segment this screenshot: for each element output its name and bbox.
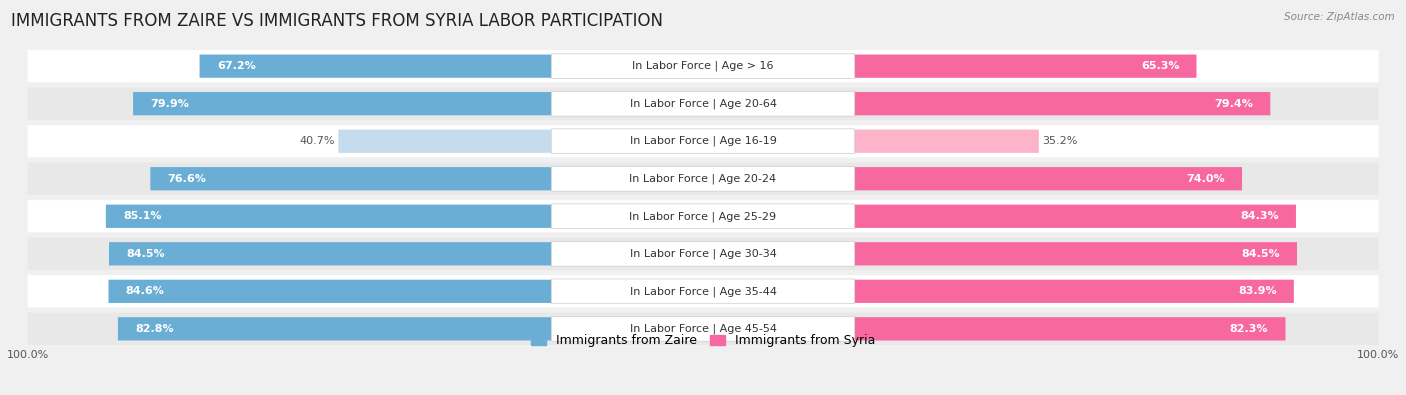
Text: In Labor Force | Age 45-54: In Labor Force | Age 45-54 [630,324,776,334]
FancyBboxPatch shape [28,50,1378,82]
Text: 84.3%: 84.3% [1240,211,1278,221]
FancyBboxPatch shape [150,167,551,190]
Text: 79.9%: 79.9% [150,99,190,109]
Text: 76.6%: 76.6% [167,174,207,184]
FancyBboxPatch shape [28,163,1378,195]
FancyBboxPatch shape [339,130,551,153]
Text: IMMIGRANTS FROM ZAIRE VS IMMIGRANTS FROM SYRIA LABOR PARTICIPATION: IMMIGRANTS FROM ZAIRE VS IMMIGRANTS FROM… [11,12,664,30]
FancyBboxPatch shape [855,317,1285,340]
Text: In Labor Force | Age 20-64: In Labor Force | Age 20-64 [630,98,776,109]
Text: 65.3%: 65.3% [1140,61,1180,71]
FancyBboxPatch shape [105,205,551,228]
FancyBboxPatch shape [551,166,855,191]
Text: In Labor Force | Age 30-34: In Labor Force | Age 30-34 [630,248,776,259]
Text: 40.7%: 40.7% [299,136,335,146]
FancyBboxPatch shape [28,313,1378,345]
FancyBboxPatch shape [28,238,1378,270]
Text: 79.4%: 79.4% [1215,99,1253,109]
Text: 84.5%: 84.5% [1241,249,1279,259]
Text: 67.2%: 67.2% [217,61,256,71]
Text: 82.8%: 82.8% [135,324,174,334]
Text: 74.0%: 74.0% [1187,174,1225,184]
FancyBboxPatch shape [551,316,855,341]
Text: In Labor Force | Age 35-44: In Labor Force | Age 35-44 [630,286,776,297]
FancyBboxPatch shape [551,91,855,116]
FancyBboxPatch shape [110,242,551,265]
FancyBboxPatch shape [200,55,551,78]
FancyBboxPatch shape [28,200,1378,232]
FancyBboxPatch shape [551,54,855,79]
Text: In Labor Force | Age 20-24: In Labor Force | Age 20-24 [630,173,776,184]
FancyBboxPatch shape [855,242,1296,265]
Text: 84.5%: 84.5% [127,249,165,259]
Text: 84.6%: 84.6% [125,286,165,296]
FancyBboxPatch shape [551,241,855,266]
FancyBboxPatch shape [28,125,1378,157]
FancyBboxPatch shape [855,130,1039,153]
FancyBboxPatch shape [551,204,855,229]
FancyBboxPatch shape [28,275,1378,307]
FancyBboxPatch shape [108,280,551,303]
Text: 85.1%: 85.1% [124,211,162,221]
Text: In Labor Force | Age 25-29: In Labor Force | Age 25-29 [630,211,776,222]
FancyBboxPatch shape [551,279,855,304]
FancyBboxPatch shape [855,92,1270,115]
FancyBboxPatch shape [855,280,1294,303]
FancyBboxPatch shape [855,167,1241,190]
Text: 82.3%: 82.3% [1230,324,1268,334]
Text: In Labor Force | Age > 16: In Labor Force | Age > 16 [633,61,773,71]
FancyBboxPatch shape [28,88,1378,120]
FancyBboxPatch shape [855,205,1296,228]
Text: 35.2%: 35.2% [1042,136,1077,146]
FancyBboxPatch shape [134,92,551,115]
FancyBboxPatch shape [551,129,855,154]
FancyBboxPatch shape [855,55,1197,78]
Text: In Labor Force | Age 16-19: In Labor Force | Age 16-19 [630,136,776,147]
Text: Source: ZipAtlas.com: Source: ZipAtlas.com [1284,12,1395,22]
Legend: Immigrants from Zaire, Immigrants from Syria: Immigrants from Zaire, Immigrants from S… [531,334,875,347]
Text: 83.9%: 83.9% [1239,286,1277,296]
FancyBboxPatch shape [118,317,551,340]
